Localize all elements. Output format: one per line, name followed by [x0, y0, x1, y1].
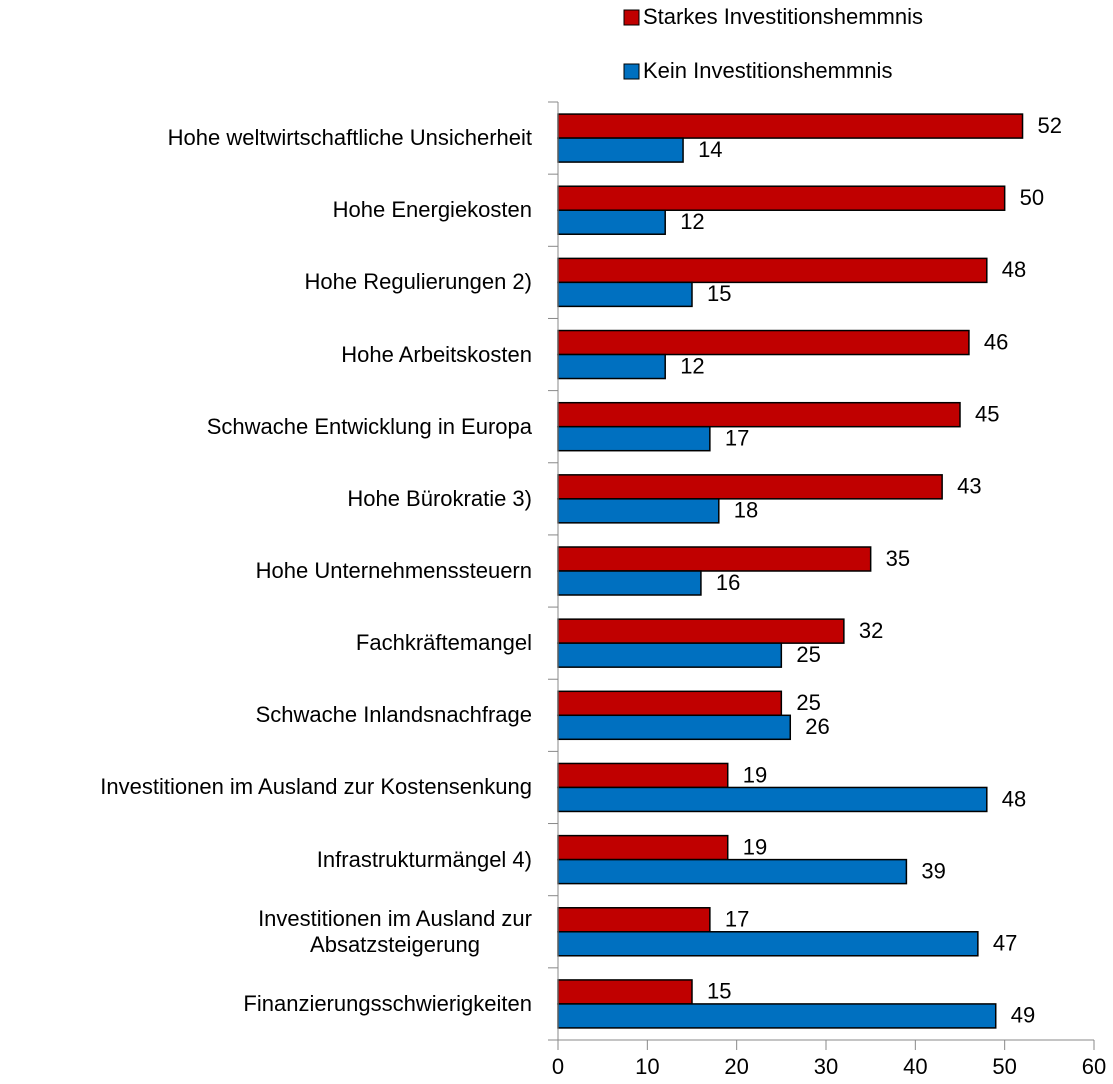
- bar: [557, 907, 711, 933]
- value-label: 43: [957, 474, 981, 499]
- bar: [557, 329, 970, 356]
- legend-swatch: [623, 9, 640, 26]
- bar: [557, 257, 988, 284]
- bar: [557, 474, 943, 500]
- bar: [557, 546, 872, 572]
- x-tick-label: 40: [903, 1054, 927, 1079]
- value-label: 19: [743, 762, 767, 787]
- value-label: 50: [1020, 185, 1044, 210]
- bar: [557, 185, 1006, 211]
- bar: [557, 353, 666, 380]
- value-label: 47: [993, 931, 1017, 956]
- legend-label: Kein Investitionshemmnis: [643, 58, 892, 83]
- value-label: 25: [796, 690, 820, 715]
- category-label: Finanzierungsschwierigkeiten: [243, 990, 532, 1016]
- value-label: 25: [796, 642, 820, 667]
- bar: [557, 979, 693, 1005]
- value-label: 49: [1011, 1003, 1035, 1028]
- legend-swatch: [623, 63, 640, 80]
- bar: [557, 209, 666, 235]
- value-label: 15: [707, 281, 731, 306]
- category-label: Hohe Bürokratie 3): [347, 485, 532, 511]
- category-label: Fachkräftemangel: [355, 630, 532, 656]
- category-label: Infrastrukturmängel 4): [316, 846, 532, 872]
- value-label: 12: [680, 353, 704, 378]
- bar: [557, 425, 711, 452]
- bar: [557, 834, 729, 861]
- bar: [557, 1003, 997, 1029]
- category-label: Investitionen im Ausland zur Absatzsteig…: [258, 905, 532, 957]
- value-label: 46: [984, 329, 1008, 354]
- bar: [557, 786, 988, 813]
- x-tick-label: 50: [992, 1054, 1016, 1079]
- value-label: 17: [725, 426, 749, 451]
- bar: [557, 137, 684, 163]
- category-label: Investitionen im Ausland zur Kostensenku…: [100, 774, 532, 800]
- bar: [557, 618, 845, 644]
- value-label: 26: [805, 714, 829, 739]
- value-label: 45: [975, 402, 999, 427]
- value-label: 48: [1002, 786, 1026, 811]
- bar: [557, 281, 693, 308]
- category-label: Schwache Entwicklung in Europa: [206, 413, 532, 439]
- bar: [557, 570, 702, 596]
- value-label: 39: [921, 858, 945, 883]
- value-label: 52: [1038, 113, 1062, 138]
- bar: [557, 858, 908, 885]
- category-label: Hohe Energiekosten: [332, 197, 532, 223]
- value-label: 32: [859, 618, 883, 643]
- x-tick-label: 0: [552, 1054, 564, 1079]
- category-label: Schwache Inlandsnachfrage: [255, 702, 532, 728]
- bar: [557, 714, 792, 741]
- bar: [557, 113, 1024, 139]
- value-label: 19: [743, 834, 767, 859]
- x-tick-label: 60: [1082, 1054, 1106, 1079]
- x-tick-label: 30: [814, 1054, 838, 1079]
- x-tick-label: 10: [635, 1054, 659, 1079]
- value-label: 12: [680, 209, 704, 234]
- value-label: 35: [886, 546, 910, 571]
- bar: [557, 931, 979, 957]
- category-label: Hohe Arbeitskosten: [341, 341, 532, 367]
- value-label: 18: [734, 498, 758, 523]
- bar: [557, 642, 783, 668]
- value-label: 14: [698, 137, 722, 162]
- value-label: 16: [716, 570, 740, 595]
- x-tick-label: 20: [724, 1054, 748, 1079]
- value-label: 15: [707, 979, 731, 1004]
- category-label: Hohe weltwirtschaftliche Unsicherheit: [167, 125, 532, 151]
- bar: [557, 498, 720, 524]
- value-label: 48: [1002, 257, 1026, 282]
- category-label: Hohe Regulierungen 2): [304, 269, 533, 295]
- legend-label: Starkes Investitionshemmnis: [643, 4, 923, 29]
- value-label: 17: [725, 907, 749, 932]
- bar: [557, 762, 729, 789]
- bar: [557, 401, 961, 428]
- bar: [557, 690, 783, 717]
- category-label: Hohe Unternehmenssteuern: [255, 558, 532, 583]
